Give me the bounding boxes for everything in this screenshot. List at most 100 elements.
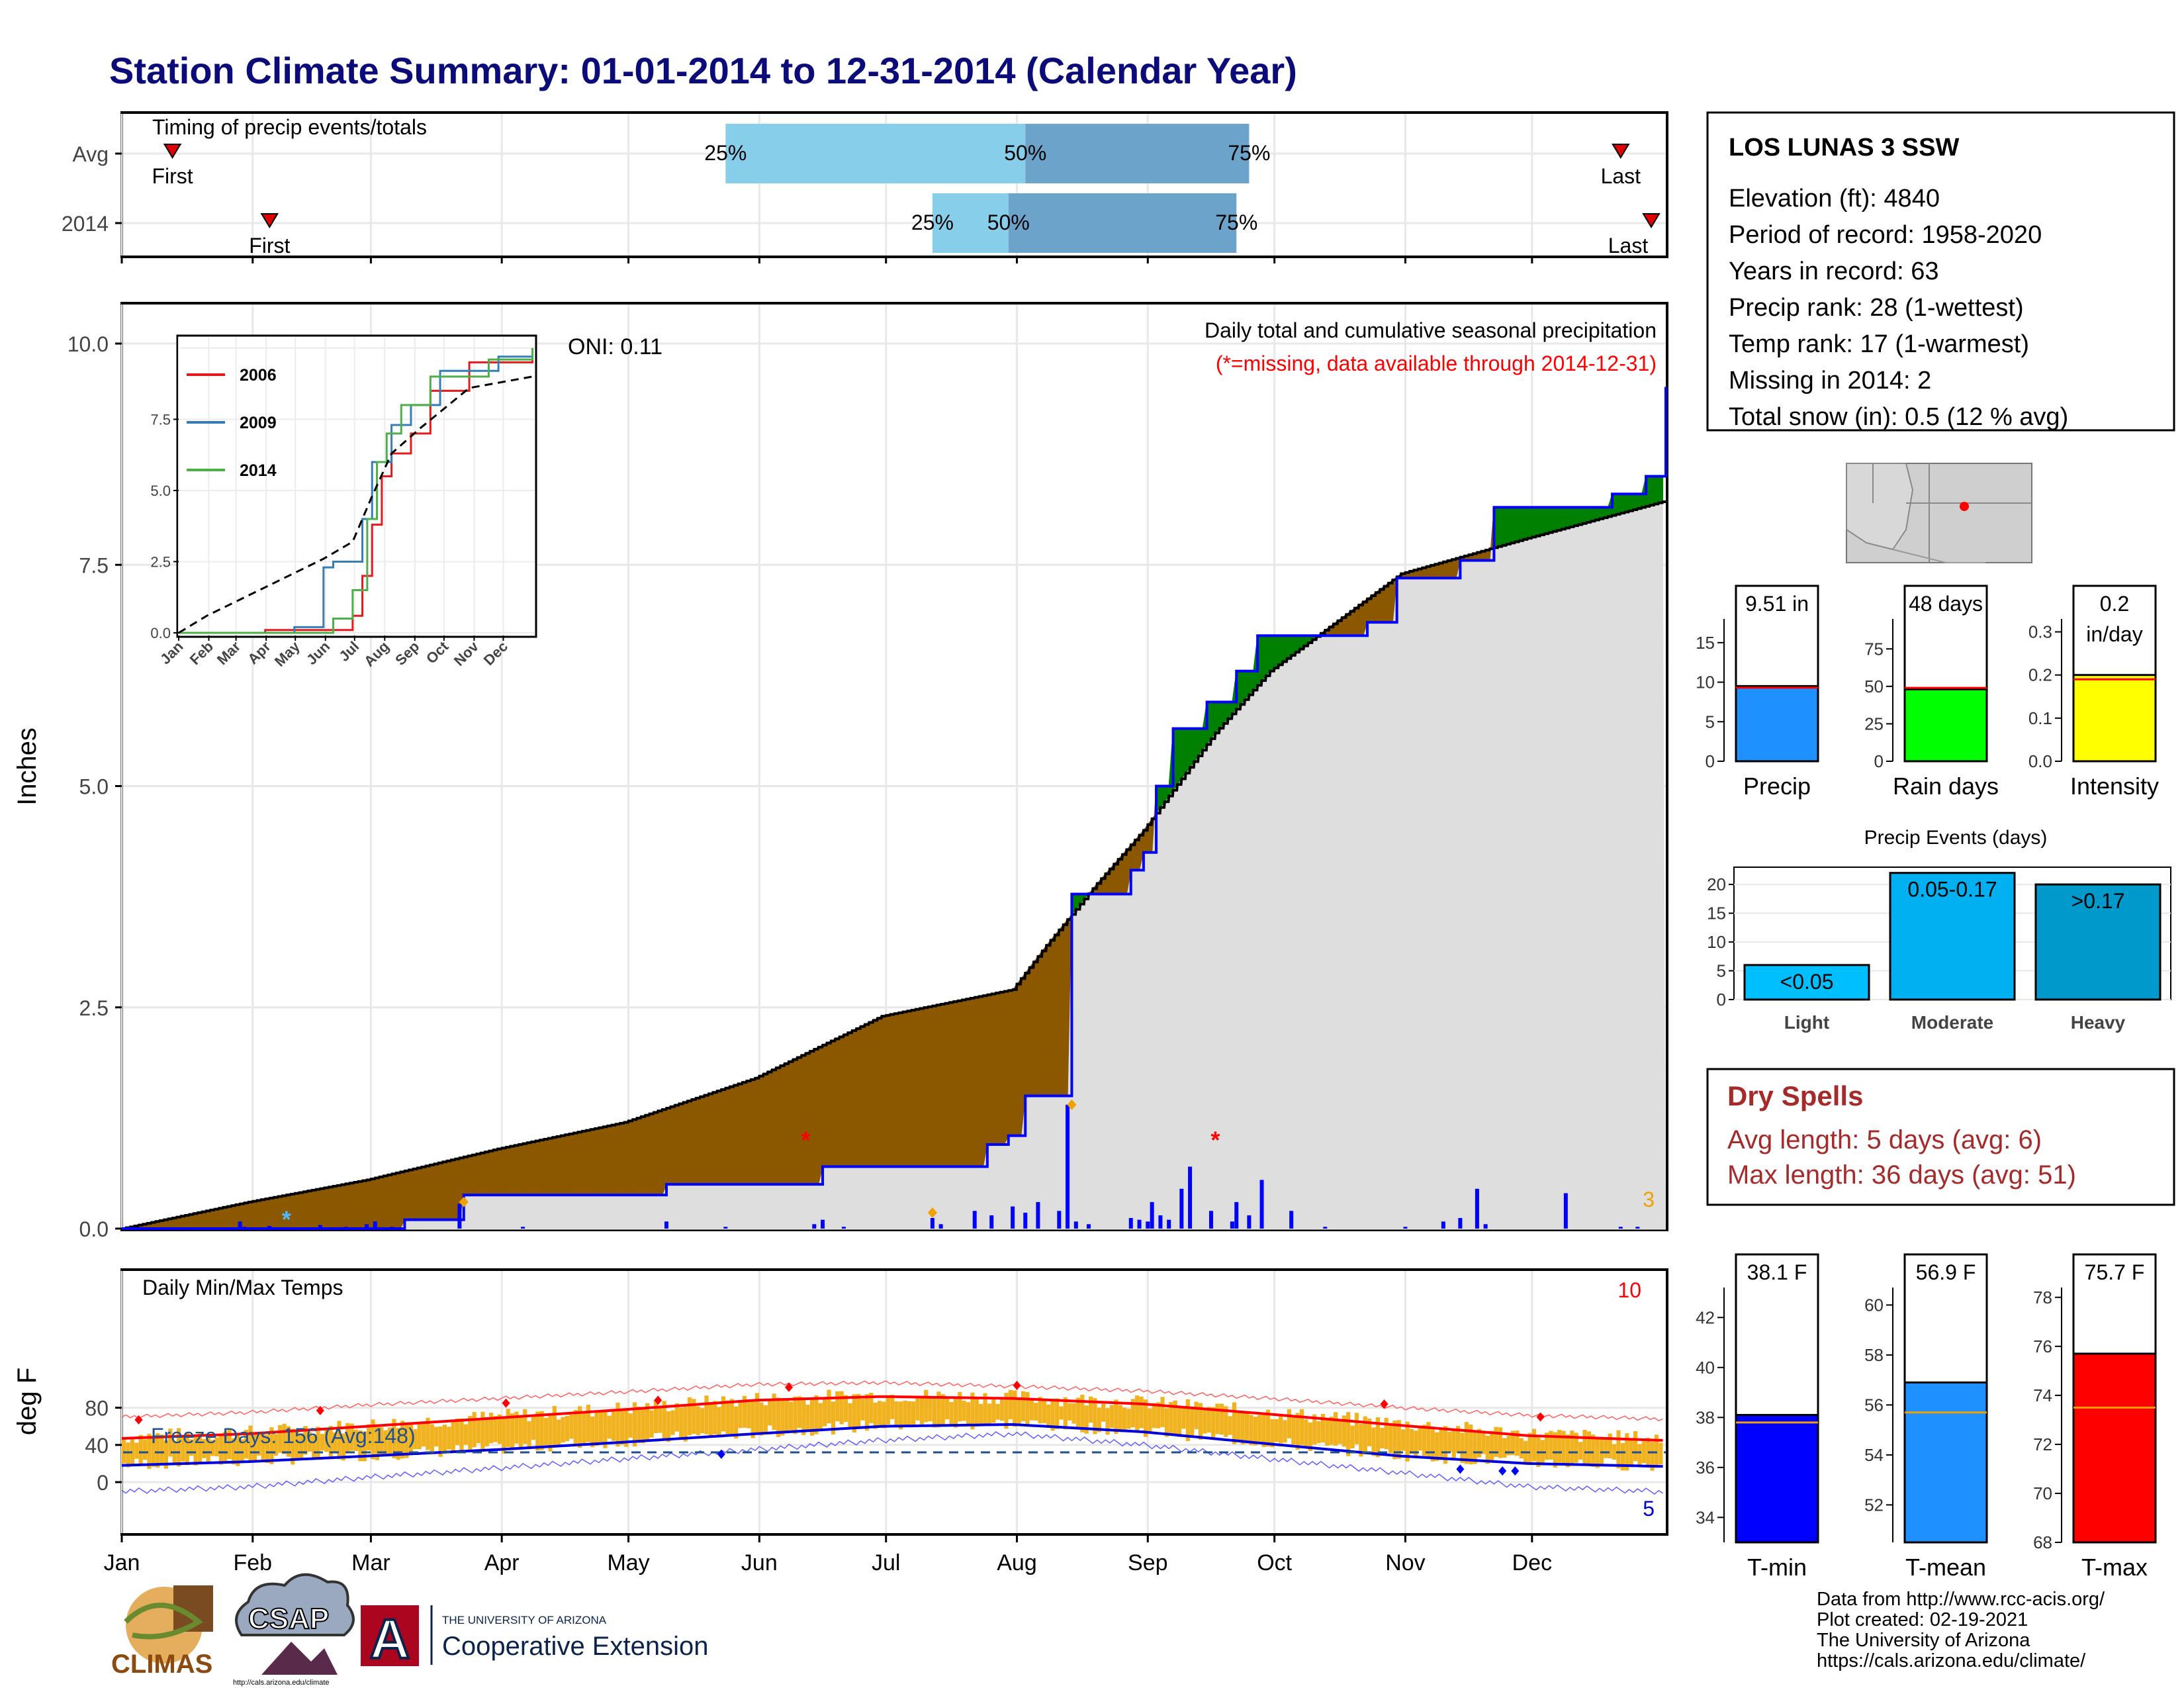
daily-temp-bar	[1320, 1413, 1326, 1443]
daily-temp-bar	[1198, 1403, 1203, 1440]
daily-temp-bar	[1494, 1427, 1498, 1457]
cumulative-departure-segment	[907, 1009, 912, 1167]
precip-event-bar-label: <0.05	[1780, 970, 1834, 994]
cumulative-departure-segment	[805, 1051, 811, 1185]
cumulative-departure-segment	[531, 1141, 536, 1196]
daily-temp-bar	[1414, 1430, 1418, 1458]
daily-precip-bar	[1563, 1193, 1568, 1229]
daily-temp-bar	[780, 1398, 785, 1436]
daily-precip-bar	[930, 1217, 934, 1229]
daily-temp-bar	[371, 1419, 375, 1460]
cumulative-departure-segment	[674, 1103, 680, 1185]
daily-temp-bar	[1570, 1430, 1574, 1466]
cumulative-departure-segment	[565, 1133, 570, 1196]
timing-title: Timing of precip events/totals	[152, 115, 427, 139]
cumulative-departure-segment	[1624, 493, 1630, 513]
daily-temp-bar	[696, 1406, 700, 1436]
daily-temp-bar	[974, 1397, 979, 1427]
summary-bar-value-label-2: in/day	[2086, 622, 2142, 646]
daily-temp-bar	[1291, 1416, 1296, 1445]
timing-last-label: Last	[1601, 164, 1641, 188]
daily-temp-bar	[1659, 1442, 1663, 1465]
daily-temp-bar	[932, 1396, 937, 1428]
cumulative-departure-segment	[320, 1187, 325, 1229]
daily-temp-bar	[126, 1442, 130, 1468]
cumulative-departure-segment	[501, 1147, 507, 1196]
map-mexico-edge	[1892, 549, 1985, 563]
cumulative-departure-segment	[552, 1136, 557, 1196]
daily-temp-bar	[1620, 1442, 1625, 1471]
daily-temp-bar	[1173, 1400, 1177, 1436]
cumulative-departure-segment	[430, 1163, 435, 1221]
daily-temp-bar	[1586, 1431, 1591, 1465]
daily-temp-bar	[387, 1427, 392, 1457]
daily-temp-bar	[379, 1427, 384, 1454]
cumulative-departure-segment	[852, 1028, 857, 1167]
daily-temp-bar	[1329, 1417, 1334, 1445]
precip-event-category: Moderate	[1911, 1012, 1993, 1033]
daily-temp-bar	[919, 1396, 924, 1425]
cumulative-departure-segment	[999, 990, 1005, 1145]
daily-temp-bar	[1068, 1403, 1072, 1421]
station-precip-rank: Precip rank: 28 (1-wettest)	[1729, 294, 2024, 322]
csap-mountain-icon	[261, 1642, 338, 1675]
daily-temp-bar	[261, 1432, 265, 1461]
daily-temp-bar	[839, 1391, 844, 1425]
cumulative-departure-segment	[391, 1172, 397, 1229]
daily-temp-bar	[789, 1401, 794, 1430]
cumulative-departure-segment	[915, 1008, 921, 1167]
cumulative-departure-segment	[670, 1104, 676, 1185]
record-precip-marker	[459, 1196, 469, 1207]
daily-temp-bar	[1279, 1416, 1283, 1444]
cumulative-departure-segment	[265, 1197, 270, 1229]
precip-y-tick-label: 0.0	[79, 1217, 109, 1241]
daily-temp-bar	[683, 1406, 688, 1442]
daily-temp-bar	[151, 1436, 156, 1467]
cumulative-departure-segment	[704, 1093, 709, 1185]
daily-temp-bar	[328, 1426, 333, 1458]
summary-bar-value	[2072, 674, 2157, 763]
daily-temp-bar	[1042, 1400, 1046, 1423]
daily-temp-bar	[214, 1437, 219, 1457]
csap-wordmark: CSAP	[248, 1603, 329, 1635]
daily-temp-bar	[1046, 1404, 1051, 1426]
cumulative-departure-segment	[826, 1040, 832, 1167]
daily-temp-bar	[864, 1394, 870, 1431]
cumulative-departure-segment	[1578, 506, 1583, 526]
cumulative-departure-segment	[412, 1167, 418, 1221]
oni-label: ONI: 0.11	[568, 334, 662, 359]
daily-temp-bar	[894, 1401, 899, 1427]
station-elevation: Elevation (ft): 4840	[1729, 185, 1940, 212]
footer-line-1: Data from http://www.rcc-acis.org/	[1817, 1589, 2105, 1610]
daily-temp-bar	[1071, 1403, 1076, 1424]
daily-temp-bar	[468, 1416, 473, 1450]
daily-temp-bar	[142, 1439, 148, 1460]
footer-line-3: The University of Arizona	[1817, 1630, 2030, 1651]
cumulative-departure-segment	[547, 1137, 553, 1196]
summary-bar-category-label: T-min	[1747, 1554, 1807, 1581]
cumulative-departure-segment	[1519, 506, 1524, 541]
daily-temp-bar	[257, 1432, 261, 1456]
daily-temp-bar	[463, 1424, 468, 1445]
cumulative-departure-segment	[539, 1139, 545, 1196]
daily-temp-bar	[1396, 1420, 1401, 1459]
cumulative-departure-segment	[813, 1047, 819, 1185]
precip-event-bar	[1889, 872, 2016, 1001]
inset-y-tick-label: 7.5	[150, 411, 171, 428]
daily-temp-bar	[1063, 1397, 1068, 1430]
daily-precip-bar	[1618, 1227, 1623, 1229]
daily-temp-bar	[953, 1397, 958, 1428]
cumulative-departure-segment	[518, 1143, 523, 1196]
daily-temp-bar	[1130, 1399, 1135, 1428]
cumulative-departure-segment	[560, 1134, 566, 1196]
daily-temp-bar	[307, 1432, 312, 1452]
daily-precip-bar	[1441, 1221, 1445, 1229]
month-label: Mar	[351, 1550, 390, 1575]
daily-temp-bar	[130, 1437, 134, 1464]
cumulative-departure-segment	[311, 1189, 316, 1229]
daily-precip-bar	[521, 1227, 525, 1229]
daily-temp-bar	[206, 1436, 210, 1464]
daily-temp-bar	[163, 1440, 168, 1469]
daily-temp-bar	[1510, 1430, 1516, 1456]
cumulative-departure-segment	[1054, 929, 1060, 1096]
